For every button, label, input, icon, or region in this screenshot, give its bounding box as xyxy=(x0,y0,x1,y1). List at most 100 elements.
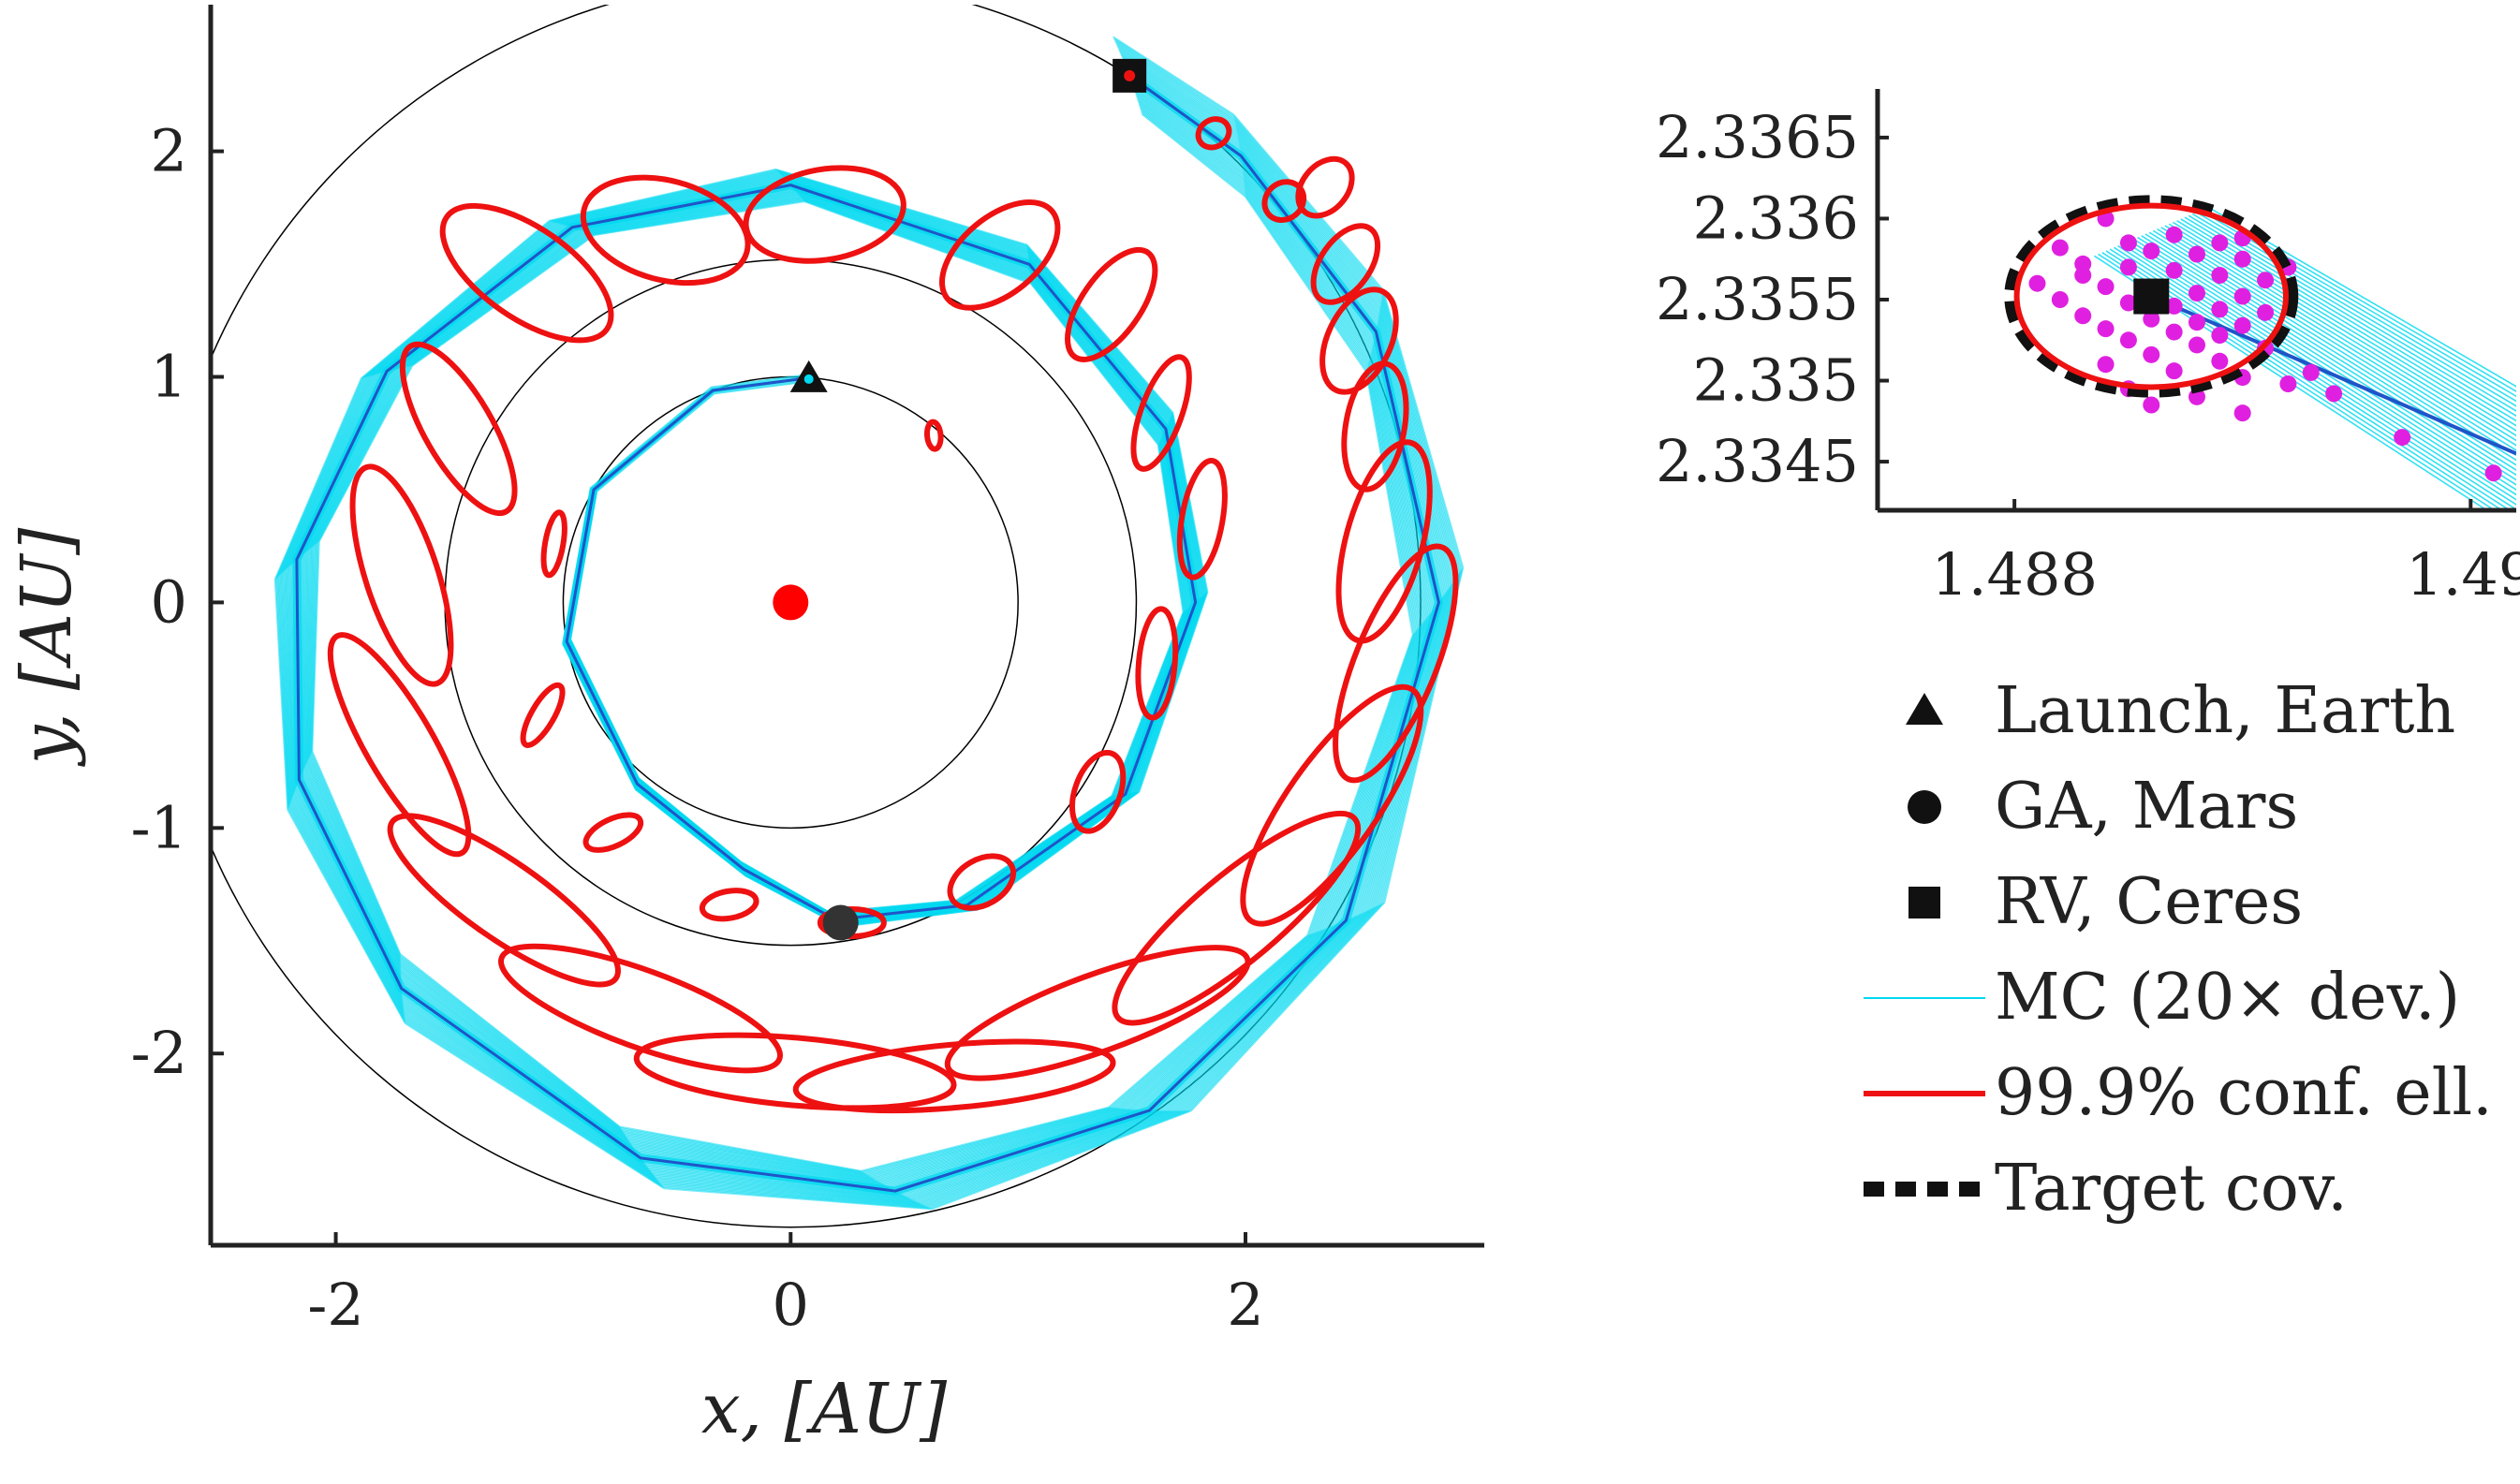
mc-point xyxy=(2143,242,2160,260)
confidence-ellipse xyxy=(1135,606,1179,721)
confidence-ellipse xyxy=(439,202,614,344)
flyby-marker xyxy=(822,904,859,941)
confidence-ellipse xyxy=(1240,683,1424,927)
legend-square-icon xyxy=(1908,887,1940,918)
y-tick-label: -2 xyxy=(131,1019,187,1087)
x-tick-label: -2 xyxy=(307,1271,363,1339)
legend-item: Target cov. xyxy=(1864,1152,2348,1226)
mc-point xyxy=(2211,234,2229,252)
legend-triangle-icon xyxy=(1906,693,1943,725)
zoom-y-tick-label: 2.335 xyxy=(1693,346,1860,415)
zoom-mc-line xyxy=(2132,238,2516,481)
y-axis-label: y, [AU] xyxy=(7,528,87,768)
confidence-ellipse xyxy=(944,945,1251,1081)
zoom-mc-line xyxy=(2141,235,2516,471)
mc-point xyxy=(2188,336,2205,354)
zoom-nominal-line xyxy=(2150,294,2516,456)
confidence-ellipse xyxy=(1341,360,1409,492)
mc-point xyxy=(2279,375,2297,392)
zoom-mc-line xyxy=(2168,223,2516,437)
zoom-mc-line xyxy=(2188,214,2516,412)
mc-point xyxy=(2051,239,2069,257)
main-chart: -2 0 2 -2 -1 0 1 2 x, [AU] y, [AU] xyxy=(7,5,1484,1449)
zoom-mc-line xyxy=(2137,236,2516,477)
confidence-ellipse xyxy=(540,509,567,579)
legend-item: 99.9% conf. ell. xyxy=(1864,1056,2493,1130)
confidence-ellipse xyxy=(1295,155,1355,219)
legend-circle-icon xyxy=(1908,790,1941,824)
mc-point xyxy=(2143,345,2160,363)
mc-point xyxy=(2119,258,2137,276)
legend-item: MC (20× dev.) xyxy=(1864,961,2460,1035)
zoom-mc-line xyxy=(2160,227,2516,447)
mc-point xyxy=(2074,307,2092,325)
zoom-x-tick-label: 1.49 xyxy=(2406,540,2520,609)
mc-point xyxy=(2028,274,2046,292)
main-axes: -2 0 2 -2 -1 0 1 2 xyxy=(131,5,1484,1339)
zoom-axes: 1.488 1.49 2.3345 2.335 2.3355 2.336 2.3365 xyxy=(1656,89,2520,609)
confidence-ellipse xyxy=(1130,354,1192,472)
x-tick-label: 2 xyxy=(1227,1271,1263,1339)
mc-point xyxy=(2165,297,2183,315)
mc-point xyxy=(2097,320,2115,338)
confidence-ellipse xyxy=(699,888,759,922)
confidence-ellipse xyxy=(580,174,751,287)
zoom-ellipses xyxy=(2004,195,2299,398)
zoom-y-tick-label: 2.336 xyxy=(1693,184,1860,252)
mc-point xyxy=(2233,287,2251,305)
legend: Launch, Earth GA, Mars RV, Ceres MC (20× de… xyxy=(1864,674,2493,1226)
mc-point xyxy=(2211,352,2229,370)
mc-trajectory xyxy=(273,36,1465,1211)
legend-label: 99.9% conf. ell. xyxy=(1995,1056,2493,1130)
zoom-y-tick-label: 2.3345 xyxy=(1656,427,1859,495)
mc-point xyxy=(2233,316,2251,334)
legend-label: GA, Mars xyxy=(1995,770,2298,844)
confidence-ellipse xyxy=(582,812,644,853)
x-axis-label: x, [AU] xyxy=(701,1369,947,1449)
zoom-chart: 1.488 1.49 2.3345 2.335 2.3355 2.336 2.3365 xyxy=(1656,89,2520,609)
mc-point xyxy=(2165,261,2183,279)
legend-label: Launch, Earth xyxy=(1995,674,2455,748)
mc-point xyxy=(2188,285,2205,302)
confidence-ellipse xyxy=(1335,439,1433,644)
zoom-target-marker xyxy=(2133,278,2170,315)
mc-point xyxy=(2484,464,2502,482)
confidence-ellipse xyxy=(1319,287,1399,395)
zoom-mc-line xyxy=(2191,213,2516,407)
confidence-ellipse xyxy=(947,853,1017,911)
zoom-mc-line xyxy=(2164,225,2516,442)
zoom-x-tick-label: 1.488 xyxy=(1931,540,2098,609)
mc-point xyxy=(2143,310,2160,328)
confidence-ellipse xyxy=(939,199,1061,311)
mc-point xyxy=(2233,404,2251,422)
confidence-ellipse xyxy=(520,682,566,748)
sun-marker xyxy=(773,584,809,621)
legend-label: MC (20× dev.) xyxy=(1995,961,2460,1035)
event-markers xyxy=(773,58,1147,941)
zoom-mc-line xyxy=(2196,212,2516,403)
zoom-y-tick-label: 2.3365 xyxy=(1656,103,1859,171)
mc-point xyxy=(2211,267,2229,285)
mc-point xyxy=(2302,363,2320,381)
main-plot-area xyxy=(211,5,1465,1228)
legend-item: Launch, Earth xyxy=(1906,674,2455,748)
legend-label: RV, Ceres xyxy=(1995,865,2303,939)
mc-point xyxy=(2119,294,2137,312)
zoom-confidence-ellipse xyxy=(2013,202,2289,390)
confidence-ellipse xyxy=(498,943,783,1074)
zoom-y-tick-label: 2.3355 xyxy=(1656,265,1859,333)
mc-point xyxy=(2211,327,2229,345)
mc-point xyxy=(2074,267,2092,285)
confidence-ellipse xyxy=(1310,223,1381,305)
confidence-ellipse xyxy=(1333,543,1459,784)
mc-point xyxy=(2097,278,2115,296)
mc-point xyxy=(2119,331,2137,349)
mc-point xyxy=(2233,250,2251,268)
mc-point xyxy=(2257,303,2275,321)
legend-item: GA, Mars xyxy=(1908,770,2298,844)
launch-dot xyxy=(803,374,814,384)
confidence-ellipse xyxy=(1261,179,1307,223)
confidence-ellipse xyxy=(792,1038,1116,1114)
mc-point xyxy=(2325,385,2343,403)
